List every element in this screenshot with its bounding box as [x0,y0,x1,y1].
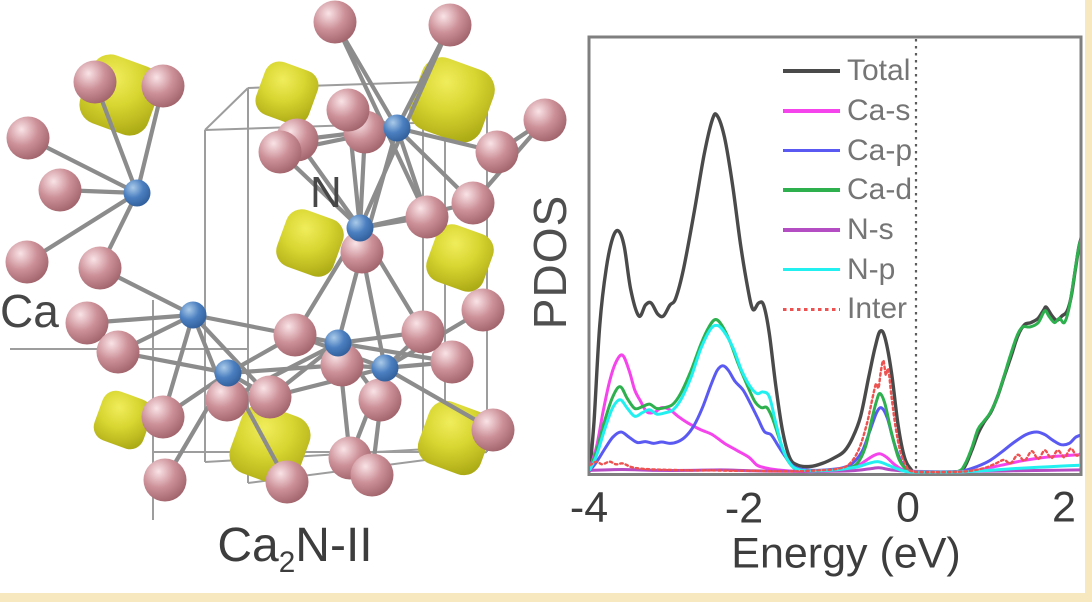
ca-atom [461,288,505,332]
electride-blob [93,390,153,450]
legend-item-ca-s: Ca-s [783,94,910,128]
n-atom [383,114,411,142]
legend-item-inter: Inter [783,292,907,326]
ca-atom [248,375,292,419]
ca-atom [141,64,185,108]
electride-blob [426,224,494,292]
series-ca-d [590,238,1080,474]
ca-atom [265,460,309,504]
ca-atom [65,301,109,345]
legend-item-n-s: N-s [783,213,894,247]
curves-group [590,112,1080,474]
legend-line-swatch [783,109,840,113]
legend-line-swatch [783,148,840,153]
ca-atom [6,116,50,160]
bond [24,190,140,265]
legend-line-swatch [783,267,840,272]
x-tick--4: -4 [569,483,609,532]
legend-item-ca-p: Ca-p [783,134,912,168]
electride-blob [276,209,344,277]
series-inter [590,359,1080,474]
x-tick-0: 0 [896,483,920,532]
ca-atom [141,395,185,439]
series-total [590,112,1080,474]
legend-label: Ca-p [847,133,913,167]
ca-atom [405,195,449,239]
ca-atom [205,378,249,422]
caption-post: N-II [295,519,373,573]
n-atom [123,179,151,207]
ca-atom [350,453,394,497]
ca-atom [428,3,472,47]
n-atom [346,214,374,242]
ca-atom [471,408,515,452]
n-atom [324,329,352,357]
n-atom-label: N [310,168,342,217]
electride-blob [409,57,495,143]
legend-line-swatch [783,69,840,73]
ca-atom [523,98,567,142]
n-atom [179,301,207,329]
y-axis-label: PDOS [524,194,576,330]
ca-atom [258,130,302,174]
ca-atom [340,230,384,274]
ca-atom [96,330,140,374]
legend-line-swatch [783,188,840,192]
legend-item-total: Total [783,54,910,88]
legend-item-n-p: N-p [783,253,895,287]
page-background-strip-right [1085,0,1092,602]
legend-line-swatch [783,307,840,311]
n-atom [214,359,242,387]
legend-label: Inter [847,292,908,325]
legend-label: Ca-s [847,94,911,127]
ca-atom [143,458,187,502]
series-n-p [590,323,1080,474]
caption-pre: Ca [217,519,279,573]
ca-atom [401,310,445,354]
legend-line-swatch [783,228,840,232]
ca-atom [358,378,402,422]
n-atom [371,354,399,382]
ca-atom-label: Ca [0,285,59,337]
ca-atom [73,60,117,104]
ca-atom [313,0,357,44]
ca-atom [38,168,82,212]
legend-item-ca-d: Ca-d [783,173,912,207]
x-axis-label: Energy (eV) [731,529,961,578]
plot-frame [587,35,1083,476]
legend-label: N-s [847,213,894,246]
ca-atom [273,313,317,357]
page-background-strip-bottom [0,593,1092,602]
x-tick-2: 2 [1052,483,1076,532]
ca-atom [5,240,49,284]
unit-cell-edge [204,87,249,131]
ca-atom [326,88,370,132]
legend-label: Ca-d [847,173,913,206]
ca-atom [430,340,474,384]
ca-atom [78,246,122,290]
legend-label: Total [847,54,911,87]
ca-atom [451,181,495,225]
electride-blob [255,61,319,125]
structure-caption: Ca2N-II [217,518,372,580]
ca-atom [475,130,519,174]
x-tick--2: -2 [724,484,764,533]
caption-sub: 2 [278,545,296,579]
legend-label: N-p [847,252,896,286]
